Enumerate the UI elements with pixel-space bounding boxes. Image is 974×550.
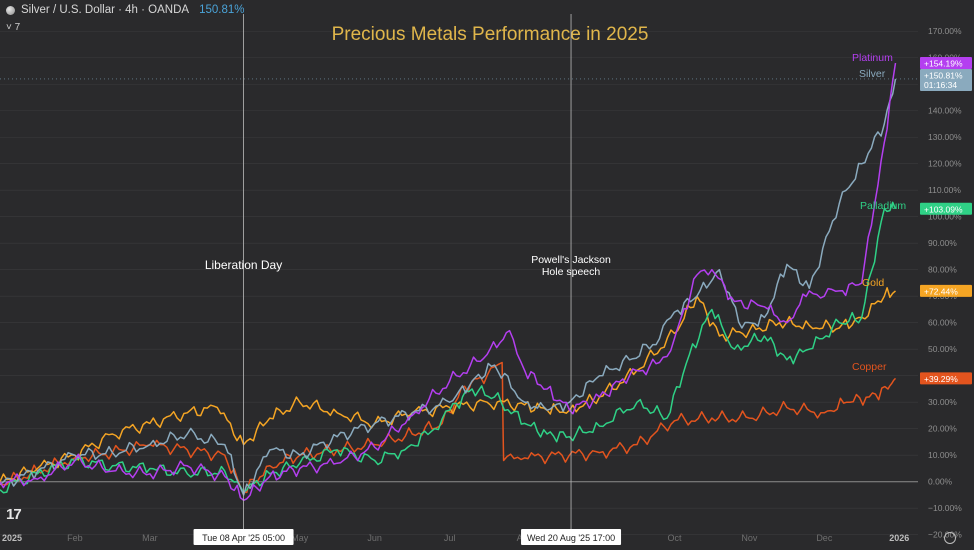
y-tick-label: 60.00% — [928, 318, 957, 328]
y-tick-label: 140.00% — [928, 106, 962, 116]
x-tick-label: Jun — [367, 533, 382, 543]
silver-coin-icon — [6, 5, 15, 15]
event-label: Hole speech — [542, 266, 601, 278]
series-line-platinum — [0, 62, 897, 502]
y-tick-label: 50.00% — [928, 344, 957, 354]
y-tick-label: 90.00% — [928, 238, 957, 248]
indicator-toggle[interactable]: ˅ 7 — [6, 22, 21, 33]
x-tick-label: Oct — [667, 533, 682, 543]
symbol-label[interactable]: Silver / U.S. Dollar · 4h · OANDA — [21, 4, 190, 16]
y-tick-label: 20.00% — [928, 424, 957, 434]
x-tick-label: Jul — [444, 533, 456, 543]
value-badge-text-palladium: +103.09% — [924, 204, 963, 214]
x-tick-label: 2026 — [889, 533, 909, 543]
x-tick-label: Feb — [67, 533, 83, 543]
series-line-silver — [0, 78, 897, 496]
value-badge-silver — [920, 69, 972, 91]
crosshair-date-label: Tue 08 Apr '25 05:00 — [202, 533, 285, 543]
series-line-palladium — [0, 201, 897, 494]
value-badge-text-gold: +72.44% — [924, 286, 958, 296]
x-tick-label: Dec — [816, 533, 833, 543]
chart-header: Silver / U.S. Dollar · 4h · OANDA 150.81… — [6, 4, 244, 16]
x-tick-label: Nov — [741, 533, 758, 543]
series-label-copper: Copper — [852, 361, 887, 373]
y-tick-label: 130.00% — [928, 132, 962, 142]
value-badge-gold — [920, 284, 972, 297]
crosshair-date-label: Wed 20 Aug '25 17:00 — [527, 533, 615, 543]
crosshair-date-box — [193, 529, 294, 545]
chart-title: Precious Metals Performance in 2025 — [332, 24, 649, 45]
crosshair-date-box — [521, 529, 622, 545]
event-label: Powell's Jackson — [531, 254, 611, 266]
value-badge-platinum — [920, 57, 972, 69]
y-tick-label: 30.00% — [928, 397, 957, 407]
value-badge-palladium — [920, 202, 972, 215]
series-line-gold — [0, 287, 896, 483]
y-tick-label: −10.00% — [928, 503, 962, 513]
y-tick-label: 0.00% — [928, 477, 953, 487]
y-tick-label: 120.00% — [928, 159, 962, 169]
y-tick-label: 80.00% — [928, 265, 957, 275]
header-change: 150.81% — [199, 4, 245, 16]
x-tick-label: Mar — [142, 533, 158, 543]
event-label: Liberation Day — [205, 258, 282, 272]
value-badge-text-platinum: +154.19% — [924, 59, 963, 69]
series-line-copper — [0, 361, 897, 494]
series-label-palladium: Palladium — [860, 200, 906, 212]
series-label-platinum: Platinum — [852, 52, 893, 64]
series-label-gold: Gold — [862, 277, 884, 289]
tradingview-logo: 17 — [6, 506, 22, 523]
y-tick-label: 110.00% — [928, 185, 961, 195]
y-tick-label: 170.00% — [928, 26, 962, 36]
series-label-silver: Silver — [859, 68, 886, 80]
countdown-text: 01:16:34 — [924, 80, 957, 90]
x-tick-label: 2025 — [2, 533, 22, 543]
value-badge-text-silver: +150.81% — [924, 71, 963, 81]
x-tick-label: May — [291, 533, 309, 543]
y-tick-label: 10.00% — [928, 450, 957, 460]
value-badge-copper — [920, 372, 972, 385]
y-tick-label: 100.00% — [928, 212, 962, 222]
value-badge-text-copper: +39.29% — [924, 374, 958, 384]
settings-icon[interactable] — [944, 532, 956, 544]
